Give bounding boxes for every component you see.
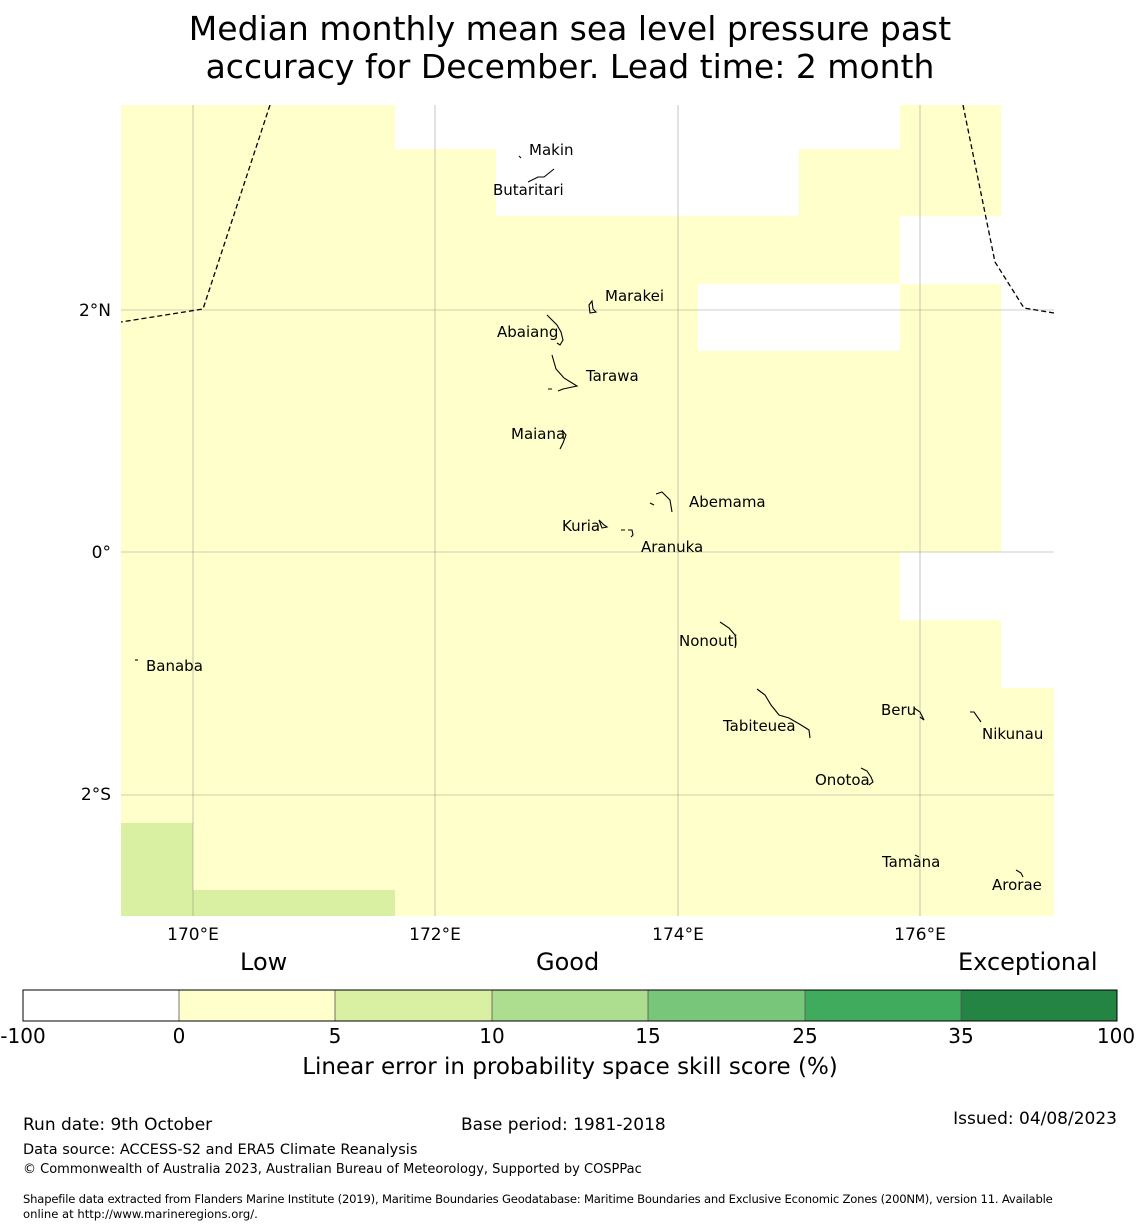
coast-onotoa: [860, 767, 874, 786]
island-labels: Makin Butaritari Marakei Abaiang Tarawa …: [146, 141, 1043, 894]
colorbar-tick-label: 35: [948, 1024, 974, 1048]
coast-tamana: [914, 854, 920, 858]
issued-date: Issued: 04/08/2023: [953, 1109, 1117, 1129]
coast-abemama: [649, 491, 673, 513]
island-label: Nikunau: [982, 725, 1043, 743]
lon-label-176e: 176°E: [894, 925, 946, 945]
lat-label-0: 0°: [92, 543, 111, 563]
island-label: Tabiteuea: [722, 717, 796, 735]
raster-fair-cell: [193, 890, 395, 916]
colorbar-tick-label: -100: [0, 1024, 46, 1048]
eez-boundary-east: [962, 105, 1054, 314]
island-label: Tarawa: [585, 367, 639, 385]
category-label-good: Good: [536, 948, 600, 976]
colorbar-title: Linear error in probability space skill …: [302, 1054, 838, 1080]
coast-butaritari: [527, 168, 555, 183]
colorbar-tick-label: 15: [635, 1024, 661, 1048]
colorbar-segment: [335, 990, 492, 1021]
longitude-labels: 170°E 172°E 174°E 176°E: [167, 925, 946, 945]
gridlines: [121, 105, 1054, 916]
lon-label-174e: 174°E: [652, 925, 704, 945]
skill-raster: [121, 105, 1054, 916]
island-label: Marakei: [605, 287, 664, 305]
lon-label-170e: 170°E: [167, 925, 219, 945]
title-line-1: Median monthly mean sea level pressure p…: [188, 9, 952, 48]
eez-boundaries: [121, 105, 1054, 323]
latitude-labels: 2°N 0° 2°S: [79, 301, 111, 805]
island-label: Abaiang: [497, 323, 558, 341]
colorbar-tick-label: 5: [328, 1024, 342, 1048]
coast-tabiteuea: [756, 688, 811, 739]
coast-maiana: [559, 429, 567, 450]
raster-nodata-cell: [698, 284, 900, 351]
coast-nonouti: [719, 621, 737, 649]
raster-nodata-cell: [900, 552, 1001, 620]
data-source: Data source: ACCESS-S2 and ERA5 Climate …: [23, 1142, 418, 1158]
island-label: Beru: [881, 701, 916, 719]
raster-nodata-cell: [900, 216, 1001, 284]
island-label: Banaba: [146, 657, 203, 675]
title-line-2: accuracy for December. Lead time: 2 mont…: [205, 47, 935, 86]
colorbar-segment: [648, 990, 805, 1021]
coast-marakei: [588, 299, 598, 314]
colorbar-segment: [179, 990, 335, 1021]
island-label: Tamana: [881, 853, 940, 871]
colorbar-frame: [22, 989, 1118, 1022]
shapefile-credit-line-2: online at http://www.marineregions.org/.: [23, 1207, 258, 1221]
island-label: Nonouti: [679, 632, 738, 650]
chart-title: Median monthly mean sea level pressure p…: [0, 10, 1140, 86]
island-label: Makin: [529, 141, 574, 159]
colorbar-tick-label: 100: [1096, 1024, 1136, 1048]
coast-beru: [913, 707, 925, 721]
raster-fair-cell: [121, 823, 193, 916]
colorbar-tick-label: 10: [479, 1024, 505, 1048]
colorbar-segment: [23, 990, 179, 1021]
colorbar: [22, 989, 1118, 1022]
lat-label-2s: 2°S: [81, 785, 111, 805]
island-label: Maiana: [511, 425, 565, 443]
raster-low-region: [121, 105, 1054, 916]
island-label: Onotoa: [815, 771, 870, 789]
coastlines: [135, 155, 1024, 878]
coast-abaiang: [546, 314, 564, 346]
category-label-exceptional: Exceptional: [958, 948, 1098, 976]
coast-arorae: [1015, 869, 1024, 878]
raster-nodata-cell: [1001, 105, 1054, 688]
run-date: Run date: 9th October: [23, 1115, 213, 1135]
copyright: © Commonwealth of Australia 2023, Austra…: [23, 1162, 642, 1177]
colorbar-segment: [492, 990, 648, 1021]
category-label-low: Low: [240, 948, 288, 976]
shapefile-credit-line-1: Shapefile data extracted from Flanders M…: [23, 1192, 1053, 1206]
island-label: Aranuka: [641, 538, 703, 556]
colorbar-segment: [961, 990, 1117, 1021]
coast-tarawa: [548, 354, 579, 392]
coast-nikunau: [970, 711, 982, 723]
lat-label-2n: 2°N: [79, 301, 111, 321]
island-label: Arorae: [992, 876, 1042, 894]
coast-aranuka: [621, 529, 634, 538]
island-label: Kuria: [562, 517, 600, 535]
island-label: Butaritari: [493, 181, 564, 199]
colorbar-tick-label: 25: [792, 1024, 818, 1048]
colorbar-tick-label: 0: [172, 1024, 186, 1048]
colorbar-segment: [805, 990, 961, 1021]
island-label: Abemama: [689, 493, 766, 511]
coast-makin: [518, 155, 522, 159]
raster-nodata-cell: [395, 105, 900, 149]
coast-kuria: [598, 519, 609, 529]
base-period: Base period: 1981-2018: [461, 1115, 666, 1135]
raster-nodata-cell: [496, 149, 799, 216]
lon-label-172e: 172°E: [409, 925, 461, 945]
